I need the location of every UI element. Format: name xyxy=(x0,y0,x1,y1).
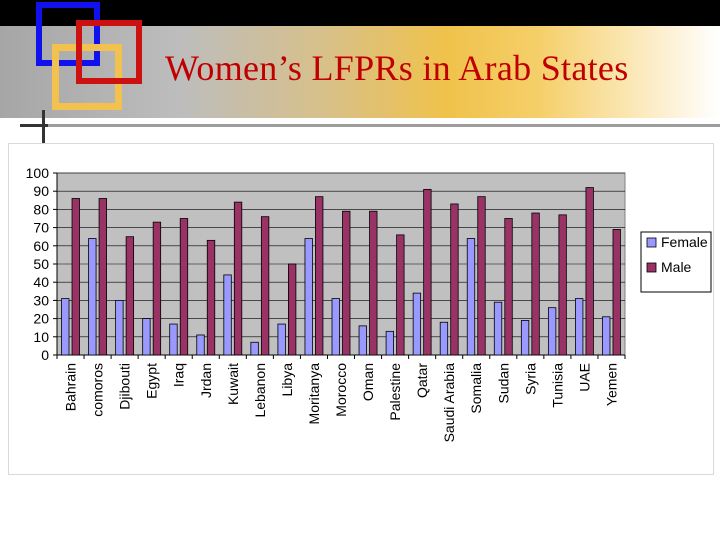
bar-female-moritanya xyxy=(304,238,313,356)
bar-male-djibouti xyxy=(125,236,135,356)
divider-vertical-accent xyxy=(42,110,45,144)
bar-female-sudan xyxy=(493,301,503,356)
bar-female-jrdan xyxy=(196,334,205,356)
x-tick-label: Jrdan xyxy=(198,363,214,398)
x-tick-label: Iraq xyxy=(171,363,187,387)
chart-container: 0 10 20 30 40 50 60 70 80 90 100 Bahrain comoros Djib… xyxy=(8,143,714,475)
legend-label-female: Female xyxy=(661,234,708,250)
bar-male-iraq xyxy=(179,218,189,356)
bar-female-lebanon xyxy=(250,341,259,356)
bar-female-somalia xyxy=(466,238,476,356)
bar-male-libya xyxy=(288,263,297,356)
y-tick-label: 70 xyxy=(33,220,49,236)
y-tick-label: 40 xyxy=(33,274,49,290)
x-tick-label: Palestine xyxy=(387,363,403,421)
bar-male-saudi-arabia xyxy=(450,203,459,356)
bar-male-comoros xyxy=(98,198,107,356)
x-tick-label: Saudi Arabia xyxy=(441,363,457,443)
y-tick-label: 50 xyxy=(33,256,49,272)
bar-male-bahrain xyxy=(71,198,80,356)
bar-male-sudan xyxy=(504,218,513,356)
legend-label-male: Male xyxy=(661,259,692,275)
x-tick-label: Qatar xyxy=(414,363,430,398)
bar-male-lebanon xyxy=(260,216,270,356)
bar-female-uae xyxy=(575,298,584,356)
y-tick-label: 0 xyxy=(41,347,49,363)
divider-line xyxy=(20,124,720,127)
y-tick-label: 30 xyxy=(33,292,49,308)
y-tick-label: 10 xyxy=(33,329,49,345)
bar-female-qatar xyxy=(412,292,422,356)
y-tick-label: 90 xyxy=(33,183,49,199)
bar-female-libya xyxy=(277,323,286,356)
bar-male-palestine xyxy=(396,234,405,356)
x-tick-label: Libya xyxy=(279,363,295,397)
x-tick-label: Kuwait xyxy=(225,363,241,405)
bar-male-qatar xyxy=(423,188,432,356)
x-tick-label: Tunisia xyxy=(549,363,565,408)
x-tick-label: UAE xyxy=(576,363,592,392)
bar-male-moritanya xyxy=(315,196,324,356)
x-tick-label: Yemen xyxy=(603,363,619,406)
bar-male-kuwait xyxy=(233,201,243,356)
x-tick-label: Moritanya xyxy=(306,363,322,425)
legend-swatch-female xyxy=(646,237,657,248)
bar-female-morocco xyxy=(331,298,340,356)
bar-male-jrdan xyxy=(206,239,216,356)
bar-female-saudi-arabia xyxy=(439,321,449,356)
bar-female-djibouti xyxy=(115,299,124,356)
x-tick-label: Djibouti xyxy=(117,363,133,410)
x-tick-label: Somalia xyxy=(468,363,484,414)
bar-female-yemen xyxy=(602,316,611,356)
slide-title: Women’s LFPRs in Arab States xyxy=(165,48,629,88)
bar-female-oman xyxy=(358,325,367,356)
bar-male-morocco xyxy=(342,210,351,356)
bar-male-somalia xyxy=(477,196,486,356)
divider-accent xyxy=(20,124,48,127)
x-tick-label: comoros xyxy=(90,363,106,417)
bar-female-iraq xyxy=(169,323,178,356)
y-tick-label: 20 xyxy=(33,311,49,327)
x-tick-label: Egypt xyxy=(144,363,160,399)
bar-male-uae xyxy=(585,187,594,356)
x-tick-label: Bahrain xyxy=(63,363,79,411)
bar-female-comoros xyxy=(88,238,97,356)
bar-female-syria xyxy=(520,320,530,356)
bar-male-egypt xyxy=(152,221,162,356)
legend-swatch-male xyxy=(646,262,657,273)
bar-male-syria xyxy=(531,212,540,356)
x-tick-label: Syria xyxy=(522,363,538,395)
x-tick-label: Oman xyxy=(360,363,376,401)
y-tick-label: 60 xyxy=(33,238,49,254)
logo-yellow-square xyxy=(52,44,122,110)
bar-female-egypt xyxy=(142,318,151,356)
bar-male-oman xyxy=(369,210,378,356)
bar-chart: 0 10 20 30 40 50 60 70 80 90 100 Bahrain comoros Djib… xyxy=(26,165,712,443)
x-tick-label: Morocco xyxy=(333,363,349,417)
x-tick-label: Sudan xyxy=(495,363,511,403)
y-tick-label: 80 xyxy=(33,201,49,217)
x-tick-label: Lebanon xyxy=(252,363,268,418)
bar-female-kuwait xyxy=(223,274,232,356)
bar-female-tunisia xyxy=(547,307,557,356)
logo-blue-square xyxy=(36,2,100,66)
bar-female-bahrain xyxy=(61,298,70,356)
bar-female-palestine xyxy=(385,330,394,356)
bar-male-tunisia xyxy=(558,214,567,356)
logo-red-square xyxy=(76,20,142,84)
bar-male-yemen xyxy=(612,229,621,356)
y-tick-label: 100 xyxy=(26,165,50,181)
